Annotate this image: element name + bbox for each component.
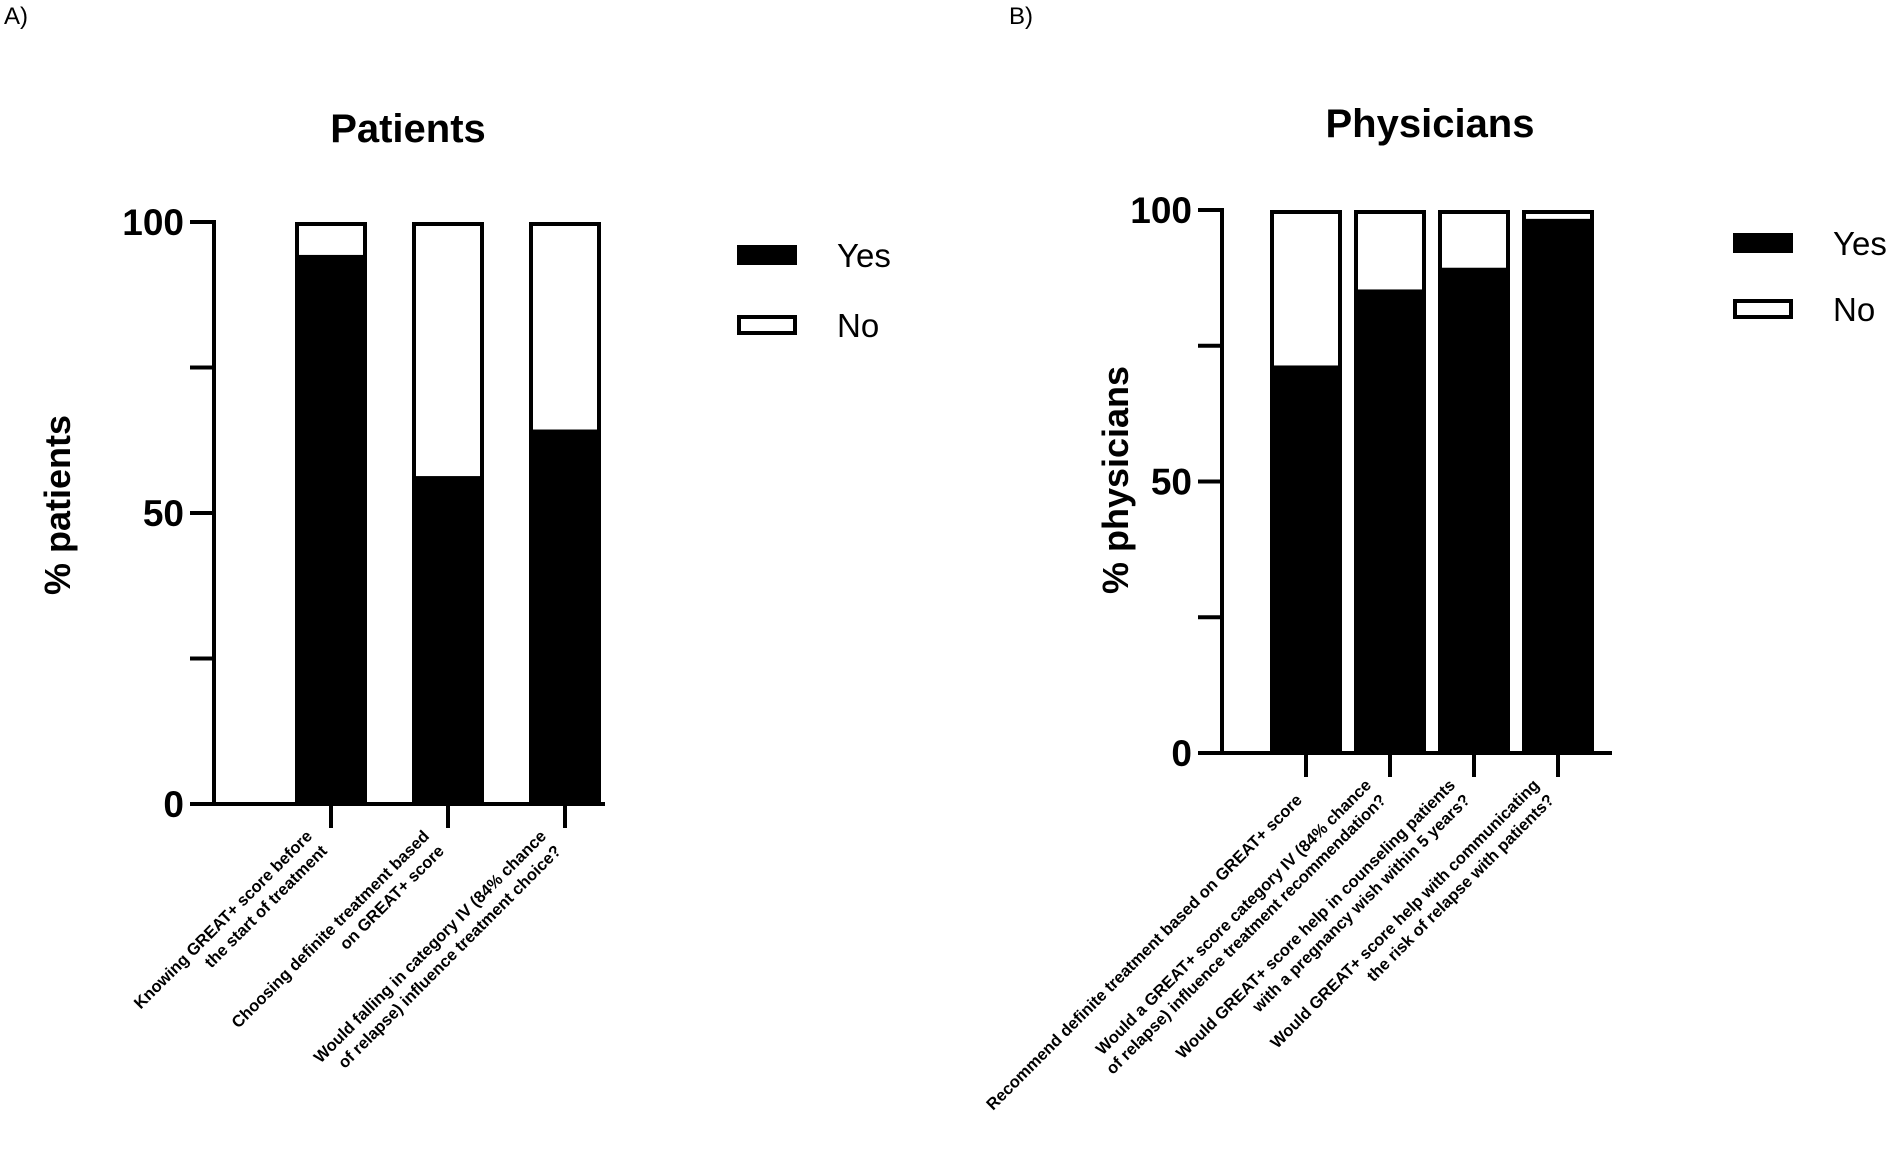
p1-bar-yes-3: [529, 431, 601, 804]
p2-y-tick-label: 100: [1130, 190, 1192, 231]
p2-legend-label-yes: Yes: [1833, 225, 1887, 262]
p1-bar-yes-2: [412, 478, 484, 804]
p1-y-tick-label: 100: [122, 202, 184, 243]
p1-x-tick-label-2: Choosing definite treatment basedon GREA…: [228, 827, 447, 1046]
p1-legend-label-no: No: [837, 307, 879, 344]
p1-y-tick-label: 50: [143, 493, 184, 534]
p2-bar-no-4: [1522, 210, 1594, 223]
p2-bar-yes-4: [1522, 220, 1594, 754]
p1-x-tick-label-3: Would falling in category IV (84% chance…: [311, 827, 565, 1081]
p1-x-tick-label-1: Knowing GREAT+ score beforethe start of …: [131, 827, 331, 1027]
p1-y-axis-label: % patients: [37, 415, 78, 595]
p2-bar-yes-2: [1354, 291, 1426, 753]
p2-y-tick-label: 50: [1151, 462, 1192, 503]
p1-bar-no-3: [529, 222, 601, 434]
p2-x-tick-label-1: Recommend definite treatment based on GR…: [983, 791, 1306, 1114]
p1-legend-swatch-no: [737, 315, 797, 335]
p1-legend-swatch-yes: [737, 245, 797, 265]
p2-y-tick-label: 0: [1171, 733, 1192, 774]
panel-label-a: A): [4, 3, 28, 30]
p2-bar-yes-1: [1270, 367, 1342, 753]
p1-y-tick-label: 0: [163, 784, 184, 825]
p2-x-tick-label-line: Would a GREAT+ score category IV (84% ch…: [1093, 776, 1375, 1058]
p2-chart-title: Physicians: [1325, 102, 1534, 146]
p1-x-tick-label-line: of relapse) influence treatment choice?: [335, 842, 565, 1072]
p1-bar-yes-1: [295, 256, 367, 804]
p2-legend-swatch-no: [1733, 299, 1793, 319]
panel-label-b: B): [1009, 3, 1033, 30]
p1-bar-no-1: [295, 222, 367, 259]
p2-x-tick-label-line: the risk of relapse with patients?: [1364, 791, 1558, 985]
p1-bar-no-2: [412, 222, 484, 481]
p2-bar-no-3: [1438, 210, 1510, 272]
p2-legend-swatch-yes: [1733, 233, 1793, 253]
p2-bar-no-1: [1270, 210, 1342, 370]
p2-y-axis-label: % physicians: [1095, 366, 1136, 594]
p2-x-tick-label-line: of relapse) influence treatment recommen…: [1103, 791, 1390, 1078]
p2-legend-label-no: No: [1833, 291, 1875, 328]
p1-chart-title: Patients: [330, 107, 486, 151]
p2-bar-yes-3: [1438, 269, 1510, 753]
p1-legend-label-yes: Yes: [837, 237, 891, 274]
p2-bar-no-2: [1354, 210, 1426, 294]
p2-x-tick-label-line: Recommend definite treatment based on GR…: [983, 791, 1306, 1114]
